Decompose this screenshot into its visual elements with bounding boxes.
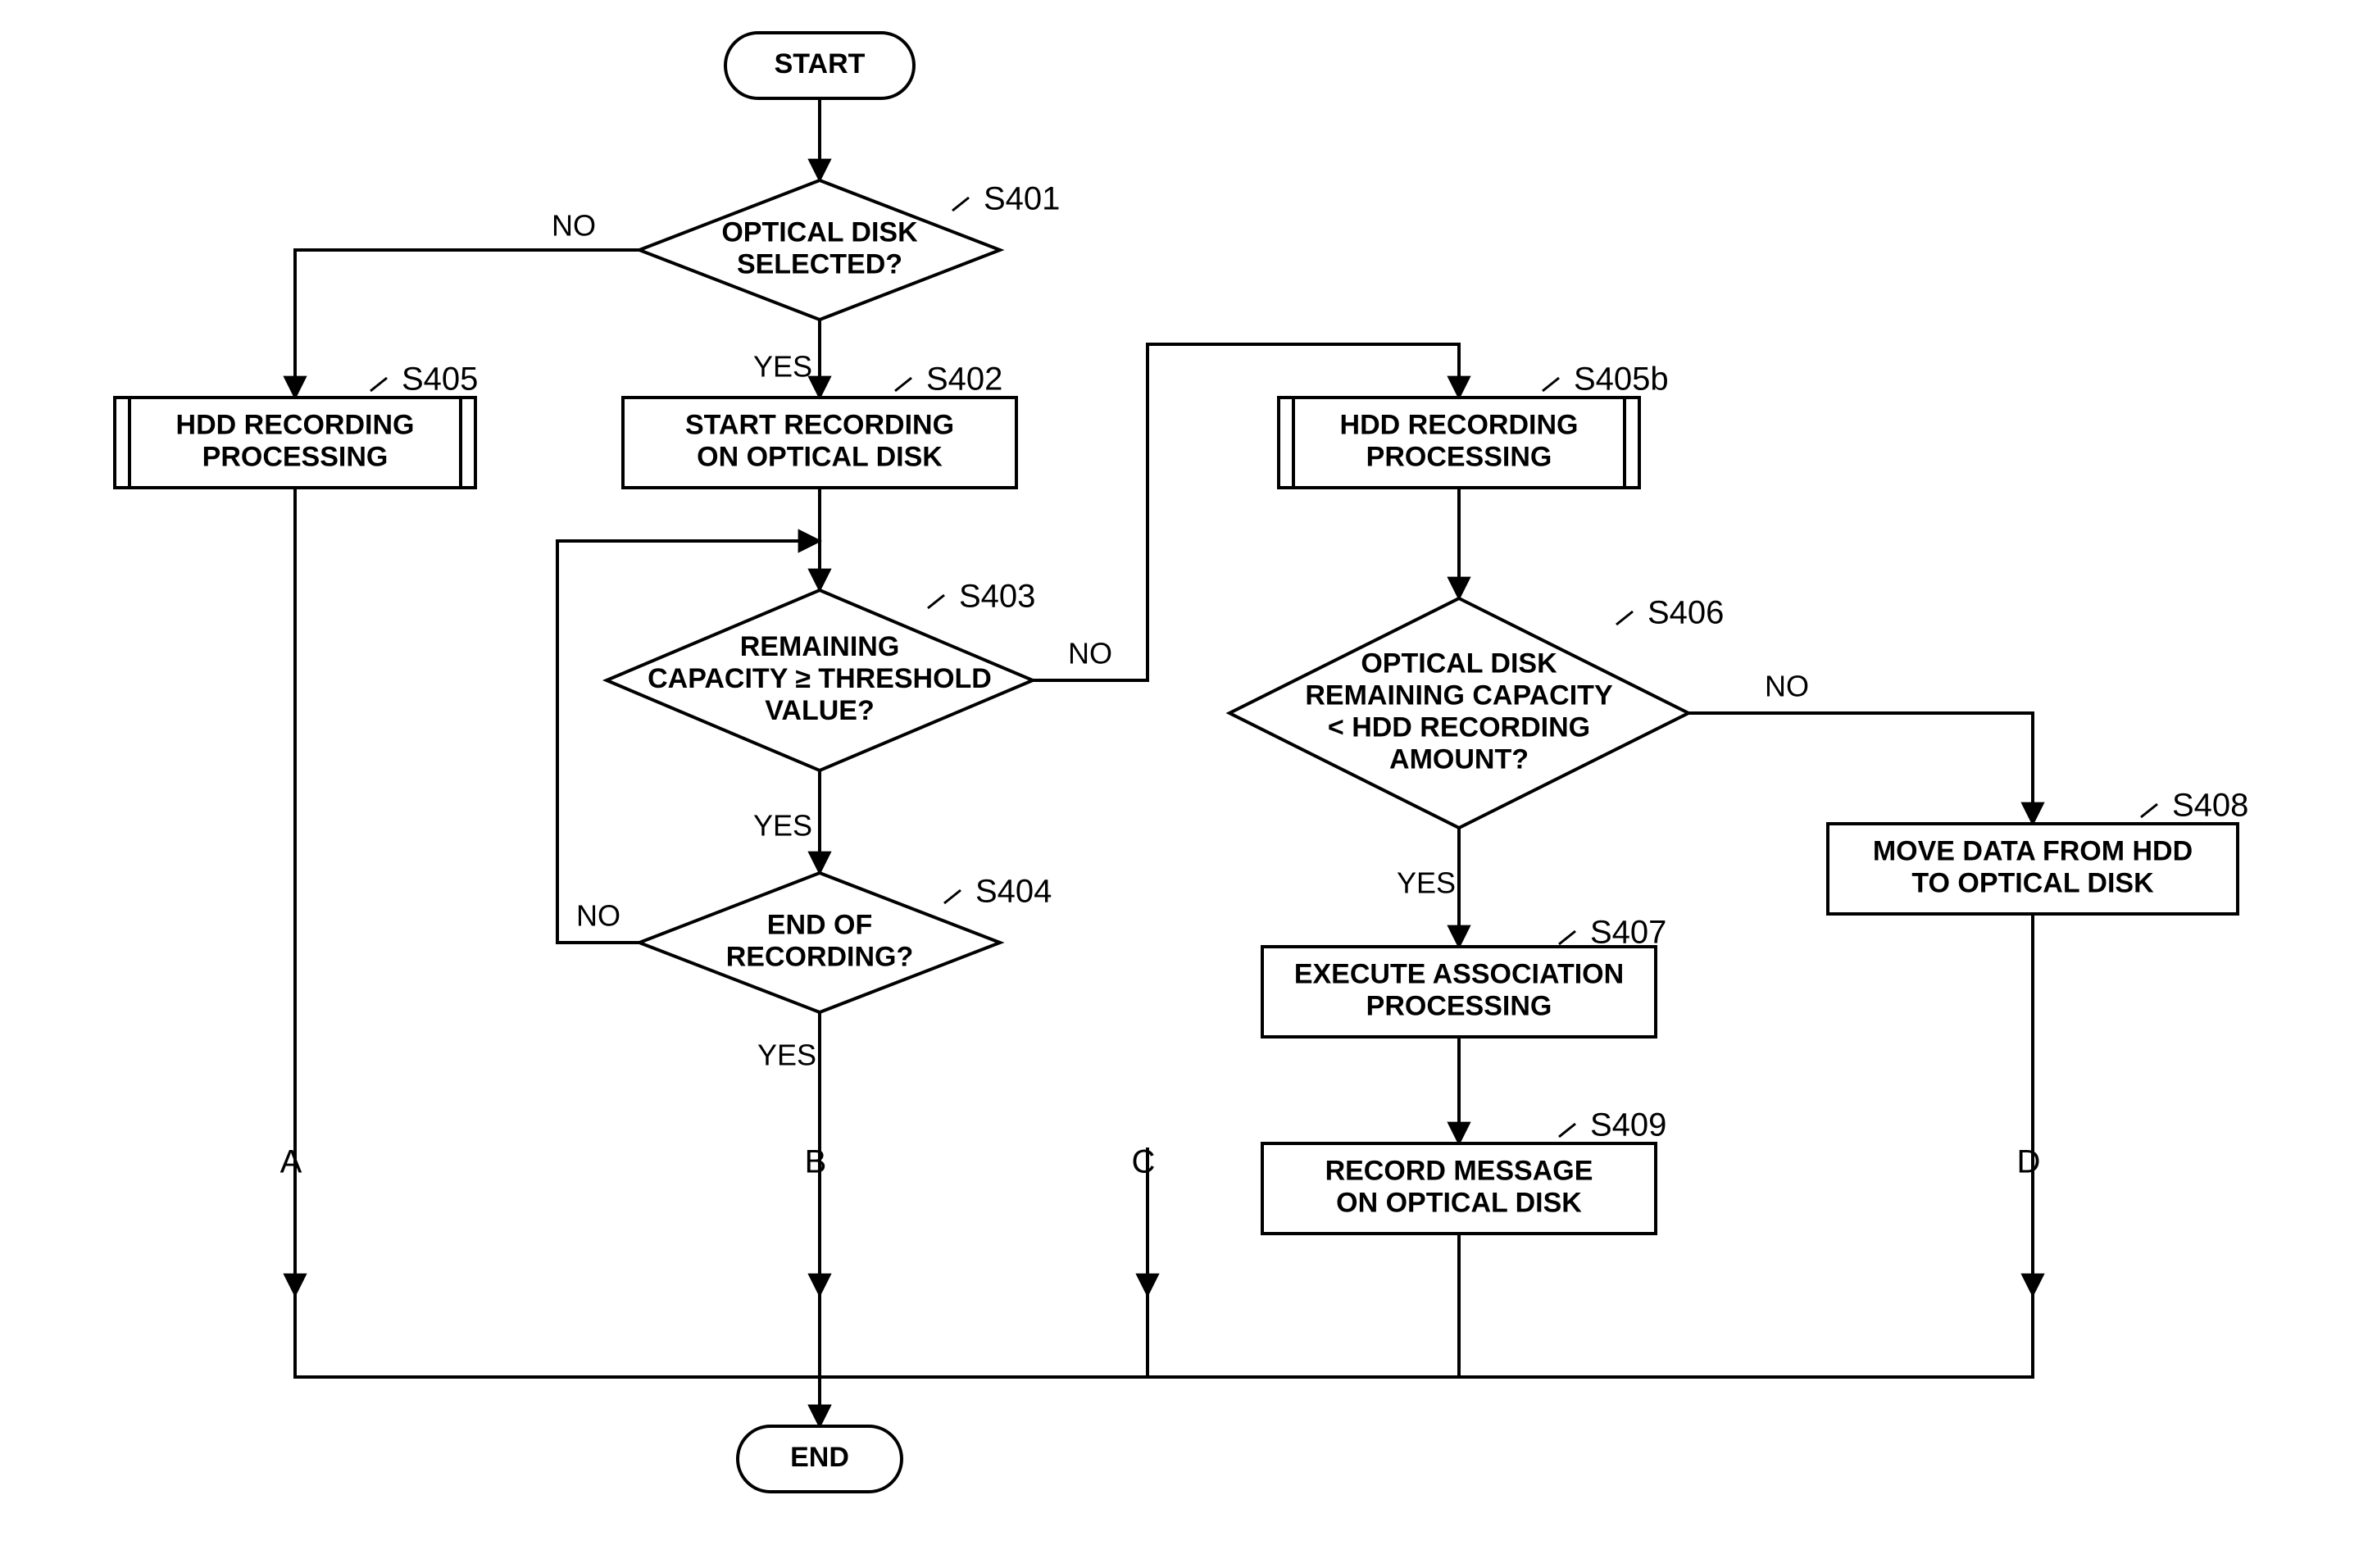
node-text: PROCESSING — [1366, 442, 1552, 473]
step-label: S406 — [1648, 595, 1724, 631]
node-end: END — [738, 1426, 902, 1492]
step-label: S408 — [2172, 788, 2248, 824]
edge-label: NO — [552, 209, 596, 243]
node-text: START RECORDING — [685, 409, 954, 440]
edge-label: NO — [1068, 637, 1112, 670]
step-label: S407 — [1590, 915, 1666, 951]
node-text: HDD RECORDING — [176, 409, 415, 440]
node-text: SELECTED? — [737, 249, 902, 280]
step-label: S405b — [1574, 361, 1669, 398]
node-text: REMAINING CAPACITY — [1305, 679, 1613, 711]
edge-label: YES — [1397, 866, 1456, 900]
node-text: REMAINING — [740, 631, 900, 662]
node-text: RECORDING? — [726, 942, 914, 973]
node-text: OPTICAL DISK — [1361, 648, 1557, 679]
edge-label: NO — [576, 899, 620, 933]
node-text: END OF — [767, 909, 872, 940]
node-text: CAPACITY ≥ THRESHOLD — [648, 663, 992, 694]
node-text: AMOUNT? — [1389, 744, 1529, 775]
node-text: END — [790, 1442, 849, 1473]
node-text: MOVE DATA FROM HDD — [1873, 835, 2193, 866]
node-text: PROCESSING — [1366, 991, 1552, 1022]
flowchart-container: YES NO YES YES NO NO YES NO START END OPTICAL DISK… — [0, 0, 2377, 1568]
node-text: EXECUTE ASSOCIATION — [1294, 958, 1624, 989]
node-text: OPTICAL DISK — [721, 216, 918, 248]
edge-label: NO — [1765, 670, 1809, 703]
node-text: PROCESSING — [202, 442, 389, 473]
node-text: ON OPTICAL DISK — [697, 442, 943, 473]
edge-label: YES — [753, 809, 812, 843]
step-label: S403 — [959, 579, 1035, 615]
node-start: START — [725, 33, 914, 98]
node-text: VALUE? — [765, 695, 874, 726]
edge-label: YES — [753, 350, 812, 384]
step-label: S402 — [926, 361, 1002, 398]
edge-label: YES — [757, 1039, 816, 1072]
path-label: D — [2017, 1144, 2041, 1180]
step-label: S405 — [402, 361, 478, 398]
step-label: S409 — [1590, 1107, 1666, 1143]
node-text: START — [775, 48, 866, 80]
node-text: HDD RECORDING — [1340, 409, 1579, 440]
path-label: B — [805, 1144, 827, 1180]
step-label: S404 — [975, 874, 1052, 910]
step-label: S401 — [984, 181, 1060, 217]
path-label: A — [280, 1144, 302, 1180]
node-text: RECORD MESSAGE — [1325, 1155, 1593, 1186]
path-label: C — [1132, 1144, 1156, 1180]
node-text: ON OPTICAL DISK — [1336, 1188, 1582, 1219]
node-text: TO OPTICAL DISK — [1911, 868, 2154, 899]
node-text: < HDD RECORDING — [1328, 712, 1590, 743]
